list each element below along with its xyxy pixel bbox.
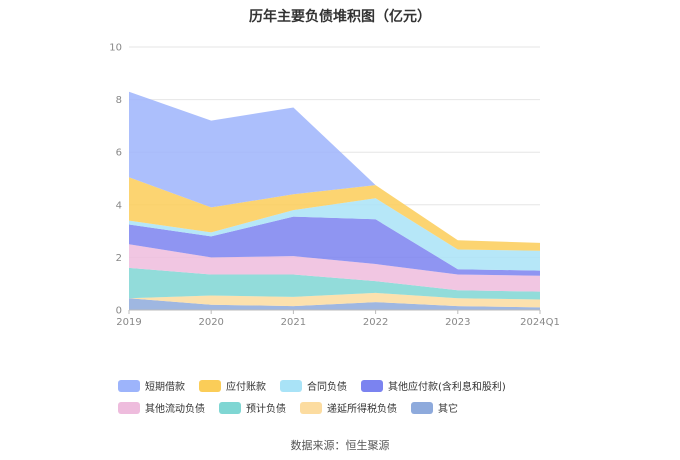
legend-item[interactable]: 应付账款 bbox=[199, 378, 266, 393]
legend-item[interactable]: 其他应付款(含利息和股利) bbox=[361, 378, 506, 393]
stacked-area-chart: 0 2 4 6 8 10 2019 2020 2021 2022 2023 2024Q1 bbox=[109, 43, 560, 329]
x-tick-label: 2021 bbox=[281, 317, 306, 328]
area-series bbox=[129, 244, 540, 292]
y-tick-label: 4 bbox=[116, 200, 122, 211]
legend-label: 其它 bbox=[438, 404, 458, 415]
legend-item[interactable]: 短期借款 bbox=[118, 378, 185, 393]
legend-label: 应付账款 bbox=[226, 382, 266, 393]
legend-item[interactable]: 递延所得税负债 bbox=[300, 400, 397, 415]
legend-item[interactable]: 合同负债 bbox=[280, 378, 347, 393]
legend-swatch bbox=[118, 401, 140, 414]
legend-label: 合同负债 bbox=[307, 382, 347, 393]
legend-swatch bbox=[361, 379, 383, 392]
area-series bbox=[129, 216, 540, 276]
x-tick-label: 2020 bbox=[198, 317, 223, 328]
x-tick-label: 2023 bbox=[445, 317, 470, 328]
legend-swatch bbox=[199, 379, 221, 392]
y-tick-label: 2 bbox=[116, 253, 122, 264]
y-tick-label: 0 bbox=[116, 306, 122, 317]
legend-item[interactable]: 其它 bbox=[411, 400, 458, 415]
chart-legend: 短期借款 应付账款 合同负债 其他应付款(含利息和股利) 其他流动负债 预计负债 递延所得税… bbox=[118, 378, 588, 415]
legend-label: 递延所得税负债 bbox=[327, 404, 397, 415]
legend-swatch bbox=[280, 379, 302, 392]
area-series bbox=[129, 91, 540, 243]
x-tick-label: 2022 bbox=[363, 317, 388, 328]
legend-label: 预计负债 bbox=[246, 404, 286, 415]
legend-label: 其他应付款(含利息和股利) bbox=[388, 382, 506, 393]
y-tick-label: 10 bbox=[109, 43, 122, 54]
x-tick-label: 2024Q1 bbox=[520, 317, 560, 328]
area-series bbox=[129, 267, 540, 300]
legend-label: 其他流动负债 bbox=[145, 404, 205, 415]
chart-title: 历年主要负债堆积图（亿元） bbox=[249, 9, 431, 25]
legend-swatch bbox=[219, 401, 241, 414]
area-series bbox=[129, 292, 540, 308]
area-series bbox=[129, 177, 540, 251]
legend-swatch bbox=[300, 401, 322, 414]
y-tick-label: 8 bbox=[116, 95, 122, 106]
area-series bbox=[129, 198, 540, 271]
data-source: 数据来源：恒生聚源 bbox=[290, 439, 390, 452]
legend-item[interactable]: 其他流动负债 bbox=[118, 400, 205, 415]
legend-swatch bbox=[118, 379, 140, 392]
x-tick-label: 2019 bbox=[116, 317, 141, 328]
legend-swatch bbox=[411, 401, 433, 414]
legend-label: 短期借款 bbox=[145, 382, 185, 393]
legend-item[interactable]: 预计负债 bbox=[219, 400, 286, 415]
y-tick-label: 6 bbox=[116, 148, 122, 159]
